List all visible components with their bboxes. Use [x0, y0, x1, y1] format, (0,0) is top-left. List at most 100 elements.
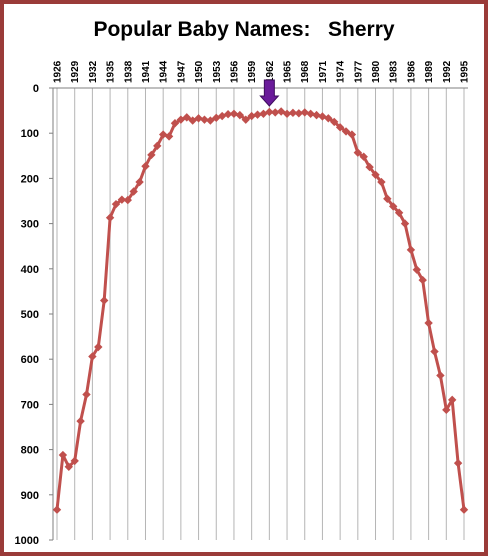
data-point-1979 [365, 162, 374, 172]
data-point-1959 [247, 111, 256, 121]
x-tick-label-1962: 1962 [265, 60, 276, 83]
data-point-1984 [394, 208, 404, 217]
x-tick-label-1929: 1929 [70, 60, 81, 83]
data-point-1960 [253, 110, 262, 119]
data-point-1930 [76, 416, 85, 426]
y-tick-label-600: 600 [21, 354, 39, 366]
data-point-1972 [324, 114, 333, 123]
data-point-1957 [235, 110, 245, 120]
data-point-1945 [164, 132, 174, 141]
data-point-1975 [341, 127, 351, 136]
data-point-1954 [217, 111, 227, 121]
x-tick-label-1941: 1941 [141, 60, 152, 83]
data-point-1964 [276, 107, 286, 116]
data-point-1929 [70, 456, 79, 466]
x-tick-label-1977: 1977 [353, 60, 364, 83]
x-tick-label-1956: 1956 [229, 60, 240, 83]
series-sherry [52, 107, 469, 514]
data-point-1947 [176, 115, 186, 124]
data-point-1976 [347, 130, 357, 139]
y-tick-label-100: 100 [21, 128, 39, 140]
annotation-layer [259, 79, 280, 107]
data-point-1982 [383, 194, 392, 203]
data-point-1941 [141, 161, 150, 171]
x-tick-label-1932: 1932 [88, 60, 99, 83]
data-point-1927 [58, 450, 68, 460]
data-point-1931 [82, 390, 91, 399]
x-tick-label-1992: 1992 [442, 60, 453, 83]
y-tick-label-900: 900 [21, 490, 39, 502]
x-tick-label-1986: 1986 [406, 60, 417, 83]
x-tick-label-1968: 1968 [300, 60, 311, 83]
data-point-1956 [229, 109, 239, 118]
data-point-1985 [400, 219, 410, 228]
data-point-1967 [294, 109, 304, 118]
y-tick-label-700: 700 [21, 399, 39, 411]
x-tick-label-1938: 1938 [123, 60, 134, 83]
data-point-1938 [123, 195, 132, 205]
data-point-1926 [52, 505, 62, 514]
arrow-annotation [259, 79, 280, 107]
x-tick-label-1935: 1935 [106, 60, 117, 83]
x-axis-tick-labels: 1926 1929 1932 1935 1938 1941 1944 1947 1950 1953… [53, 60, 471, 83]
chart-axes [49, 87, 468, 541]
x-tick-label-1980: 1980 [371, 60, 382, 83]
data-point-1928 [64, 462, 73, 471]
data-point-1991 [436, 371, 445, 380]
data-point-1939 [129, 187, 138, 196]
data-point-1948 [182, 113, 191, 122]
x-tick-label-1947: 1947 [176, 60, 187, 83]
data-point-1969 [306, 109, 315, 118]
x-tick-label-1995: 1995 [460, 60, 471, 83]
data-point-1943 [153, 141, 162, 151]
data-point-1932 [88, 352, 97, 361]
data-point-1978 [359, 152, 368, 161]
x-tick-label-1983: 1983 [389, 60, 400, 83]
data-point-1994 [453, 458, 463, 468]
data-point-1973 [330, 117, 339, 127]
y-tick-label-300: 300 [21, 219, 39, 231]
data-point-1988 [418, 275, 427, 285]
data-point-1968 [300, 108, 309, 117]
x-tick-label-1926: 1926 [53, 60, 64, 83]
data-point-1983 [389, 202, 398, 211]
x-tick-label-1959: 1959 [247, 60, 258, 83]
y-tick-label-500: 500 [21, 309, 39, 321]
data-point-1934 [99, 296, 109, 305]
chart-title: Popular Baby Names: Sherry [93, 18, 394, 41]
data-point-1974 [335, 123, 345, 132]
data-point-1946 [170, 119, 180, 128]
data-point-1970 [312, 110, 321, 120]
data-point-1986 [406, 245, 416, 255]
y-tick-label-200: 200 [21, 173, 39, 185]
y-axis-tick-labels: 0 100 200 300 400 500 600 700 800 900 1000 [15, 83, 39, 547]
x-tick-label-1950: 1950 [194, 60, 205, 83]
data-point-1993 [448, 395, 457, 405]
y-tick-label-0: 0 [33, 83, 39, 95]
y-tick-label-400: 400 [21, 264, 39, 276]
data-point-1962 [265, 107, 274, 117]
data-point-1995 [459, 505, 469, 514]
x-tick-label-1944: 1944 [159, 60, 170, 83]
y-tick-label-1000: 1000 [15, 535, 39, 547]
data-point-1955 [223, 110, 233, 119]
data-point-1989 [424, 318, 433, 328]
data-point-1987 [412, 265, 422, 274]
data-point-1980 [371, 170, 380, 179]
data-point-1936 [111, 199, 121, 209]
data-point-1965 [282, 109, 292, 118]
data-point-1992 [442, 405, 451, 415]
x-tick-label-1965: 1965 [283, 60, 294, 83]
data-point-1933 [94, 342, 103, 352]
x-tick-label-1971: 1971 [318, 60, 329, 83]
x-tick-label-1974: 1974 [336, 60, 347, 83]
data-point-1971 [318, 112, 327, 121]
data-point-1958 [241, 115, 250, 124]
data-point-1966 [288, 108, 298, 118]
data-point-1940 [135, 177, 144, 187]
data-point-1981 [377, 177, 386, 187]
data-point-1950 [194, 114, 203, 123]
x-tick-label-1989: 1989 [424, 60, 435, 83]
